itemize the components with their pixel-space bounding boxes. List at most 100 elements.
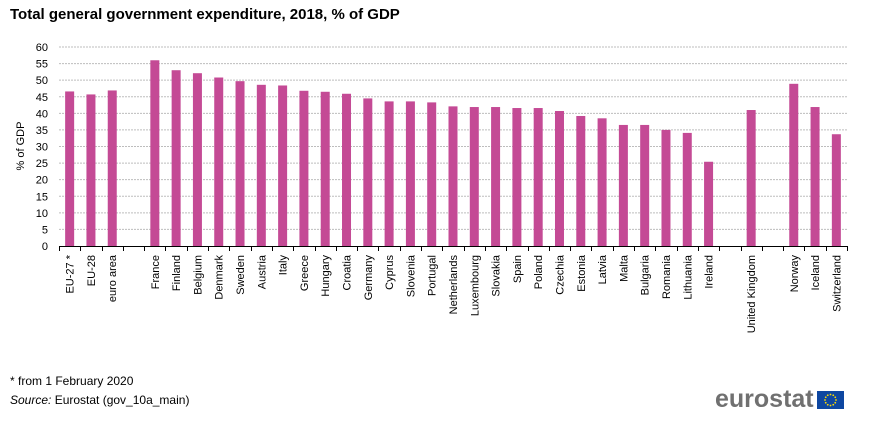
flag-star [834,401,836,404]
y-tick-label: 20 [36,175,48,187]
bar [640,124,650,246]
x-tick-label: Finland [171,255,183,291]
y-tick-label: 60 [36,42,48,54]
eurostat-logo: eurostat [715,385,844,414]
bar [533,108,543,246]
source-text: Eurostat (gov_10a_main) [51,393,190,407]
flag-star [824,401,827,404]
x-tick-label: Greece [299,255,311,291]
x-tick-label: Poland [533,255,545,289]
y-tick-label: 45 [36,92,48,104]
bar [597,118,607,246]
bar [384,101,394,246]
bar [746,110,756,247]
bar [363,98,373,247]
x-tick-label: Bulgaria [640,254,652,295]
x-tick-label: Cyprus [384,255,396,290]
x-tick-label: Estonia [576,254,588,292]
bar [320,91,330,247]
x-tick-label: Slovakia [491,254,503,296]
bar [86,94,96,246]
bar [789,83,799,246]
bar [171,70,181,246]
bar [576,115,586,246]
x-tick-label: Switzerland [831,255,843,312]
x-tick-label: euro area [107,254,119,302]
x-tick-label: United Kingdom [746,255,758,333]
x-tick-label: Malta [618,254,630,282]
y-tick-label: 15 [36,191,48,203]
bar [512,108,522,246]
bar [661,129,671,246]
x-tick-label: Austria [256,254,268,289]
bar [256,84,266,246]
bar [192,73,202,247]
bar [278,85,288,247]
flag-star [829,404,832,406]
bar [427,102,437,246]
y-tick-label: 35 [36,125,48,137]
x-tick-label: Norway [789,255,801,293]
y-tick-label: 30 [36,142,48,154]
flag-star [834,398,837,401]
x-tick-label: Croatia [342,254,354,290]
bars [65,60,841,247]
y-tick-label: 0 [42,241,48,253]
bar [214,77,224,246]
x-tick-label: Czechia [554,254,566,295]
y-tick-label: 55 [36,59,48,71]
bar [107,90,117,246]
bar [469,107,479,246]
x-axis [59,246,848,251]
x-tick-label: Portugal [427,255,439,296]
bar [150,60,160,247]
bar [682,132,692,246]
bar [618,124,628,246]
source-label: Source: [10,393,52,407]
bar [491,107,501,246]
x-tick-label: Lithuania [682,254,694,300]
bar [235,81,245,246]
x-tick-label: France [150,255,162,289]
y-axis-label: % of GDP [15,122,27,171]
flag-star [831,403,834,406]
flag-star [824,395,827,398]
bar [405,101,415,246]
flag-star [823,398,826,401]
bar [65,91,75,247]
logo-text: eurostat [715,385,814,413]
chart-title: Total general government expenditure, 20… [10,6,400,23]
bar [831,134,841,246]
x-tick-label: Slovenia [405,254,417,297]
flag-star [826,393,829,396]
bar-chart: 0 5 10 15 20 25 30 35 40 45 50 55 60 % of GDP EU-27 … [15,42,848,333]
x-tick-label: Latvia [597,254,609,284]
y-tick-label: 5 [42,224,48,236]
flag-star [826,403,829,406]
y-tick-label: 25 [36,158,48,170]
x-tick-label: Hungary [320,255,332,297]
x-tick-label: EU-27 * [65,254,77,293]
x-tick-label: Sweden [235,255,247,295]
x-tick-label: Netherlands [448,255,460,315]
bar [448,106,458,246]
bar [554,111,564,247]
bar [810,107,820,246]
bar [704,161,714,246]
y-tick-label: 40 [36,108,48,120]
x-tick-label: Romania [661,254,673,299]
eu-flag-icon [816,390,844,409]
y-tick-label: 10 [36,208,48,220]
x-tick-label: EU-28 [86,255,98,286]
flag-star [834,395,836,398]
x-tick-label: Germany [363,255,375,301]
footnote: * from 1 February 2020 [10,374,134,388]
flag-background [816,390,844,409]
flag-star [831,393,834,396]
x-axis-labels: EU-27 * EU-28 euro area France Finland Belgiu… [65,254,844,333]
x-tick-label: Italy [278,255,290,276]
source-note: Source: Eurostat (gov_10a_main) [10,393,189,407]
y-axis-ticks: 0 5 10 15 20 25 30 35 40 45 50 55 60 [36,42,48,253]
x-tick-label: Ireland [704,255,716,289]
x-tick-label: Belgium [192,255,204,295]
